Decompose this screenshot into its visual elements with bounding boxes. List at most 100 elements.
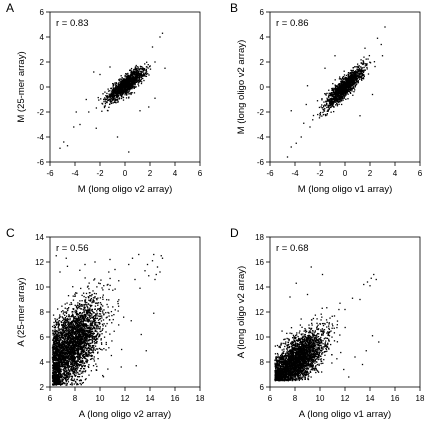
- data-point: [134, 70, 136, 73]
- data-point: [60, 321, 63, 324]
- data-point: [87, 346, 90, 349]
- data-point: [362, 77, 365, 79]
- data-point: [74, 316, 76, 318]
- data-point: [345, 85, 347, 87]
- data-point: [349, 77, 351, 79]
- data-point: [110, 95, 113, 98]
- data-point: [345, 86, 347, 88]
- data-point: [82, 320, 85, 322]
- data-point: [57, 326, 59, 328]
- data-point: [87, 329, 89, 331]
- data-point: [66, 317, 68, 320]
- data-point: [363, 75, 365, 78]
- data-point: [78, 340, 80, 342]
- data-point: [104, 105, 107, 107]
- data-point: [68, 360, 71, 362]
- data-point: [125, 85, 127, 87]
- data-point: [88, 345, 90, 347]
- data-point: [86, 319, 88, 321]
- y-axis-label: M (25-mer array): [16, 51, 27, 122]
- data-point: [107, 88, 109, 90]
- data-point: [57, 348, 59, 350]
- data-point: [81, 325, 83, 327]
- data-point: [77, 348, 79, 351]
- data-point: [84, 299, 87, 301]
- data-point: [110, 102, 113, 105]
- data-point: [65, 378, 67, 380]
- data-point: [60, 357, 62, 359]
- data-point: [331, 92, 333, 94]
- data-point: [139, 79, 141, 81]
- data-point: [349, 92, 352, 94]
- data-point: [79, 303, 81, 306]
- data-point: [125, 77, 127, 79]
- data-point: [130, 79, 133, 82]
- data-point: [79, 314, 81, 317]
- data-point: [361, 77, 363, 79]
- data-point: [66, 319, 69, 321]
- data-point: [117, 87, 119, 89]
- data-point: [119, 80, 121, 82]
- y-tick-label: -2: [37, 108, 45, 117]
- data-point: [137, 66, 139, 68]
- data-point: [127, 75, 129, 78]
- data-point: [87, 285, 89, 287]
- data-point: [107, 90, 110, 92]
- data-point: [85, 344, 87, 346]
- data-point: [80, 333, 82, 336]
- data-point: [363, 56, 365, 58]
- data-point: [344, 80, 346, 83]
- data-point: [345, 74, 348, 77]
- data-point: [122, 89, 124, 91]
- data-point: [356, 81, 358, 83]
- data-point: [364, 47, 366, 49]
- data-point: [52, 359, 54, 361]
- data-point: [140, 66, 142, 68]
- data-point: [74, 343, 77, 345]
- data-point: [321, 115, 323, 117]
- data-point: [351, 75, 353, 78]
- data-point: [351, 77, 353, 80]
- data-point: [64, 318, 66, 320]
- data-point: [339, 93, 342, 96]
- data-point: [54, 338, 57, 340]
- data-point: [113, 96, 116, 98]
- data-point: [54, 331, 57, 333]
- data-point: [344, 86, 346, 88]
- data-point: [108, 93, 110, 95]
- data-point: [122, 96, 125, 99]
- data-point: [107, 96, 110, 98]
- data-point: [65, 381, 67, 383]
- data-point: [341, 88, 344, 90]
- data-point: [341, 77, 343, 80]
- data-point: [82, 323, 84, 325]
- data-point: [65, 351, 68, 354]
- data-point: [121, 81, 123, 84]
- x-tick-label: -2: [96, 169, 104, 178]
- data-point: [83, 354, 85, 356]
- data-point: [105, 98, 107, 100]
- data-point: [336, 105, 339, 107]
- data-point: [64, 303, 66, 305]
- data-point: [72, 368, 74, 370]
- data-point: [62, 357, 64, 359]
- data-point: [76, 336, 78, 338]
- data-point: [357, 70, 360, 72]
- data-point: [108, 299, 110, 301]
- data-point: [118, 92, 121, 94]
- data-point: [76, 332, 78, 334]
- y-tick-label: 6: [260, 8, 265, 17]
- data-point: [78, 324, 80, 326]
- data-point: [129, 79, 131, 81]
- data-point: [78, 348, 80, 350]
- data-point: [333, 100, 335, 102]
- data-point: [124, 91, 127, 94]
- data-point: [362, 70, 364, 72]
- data-point: [80, 357, 82, 359]
- data-point: [131, 91, 133, 94]
- x-tick-label: 16: [171, 394, 180, 403]
- data-point: [346, 89, 348, 91]
- data-point: [143, 79, 145, 82]
- data-point: [83, 355, 86, 358]
- data-point: [89, 300, 91, 302]
